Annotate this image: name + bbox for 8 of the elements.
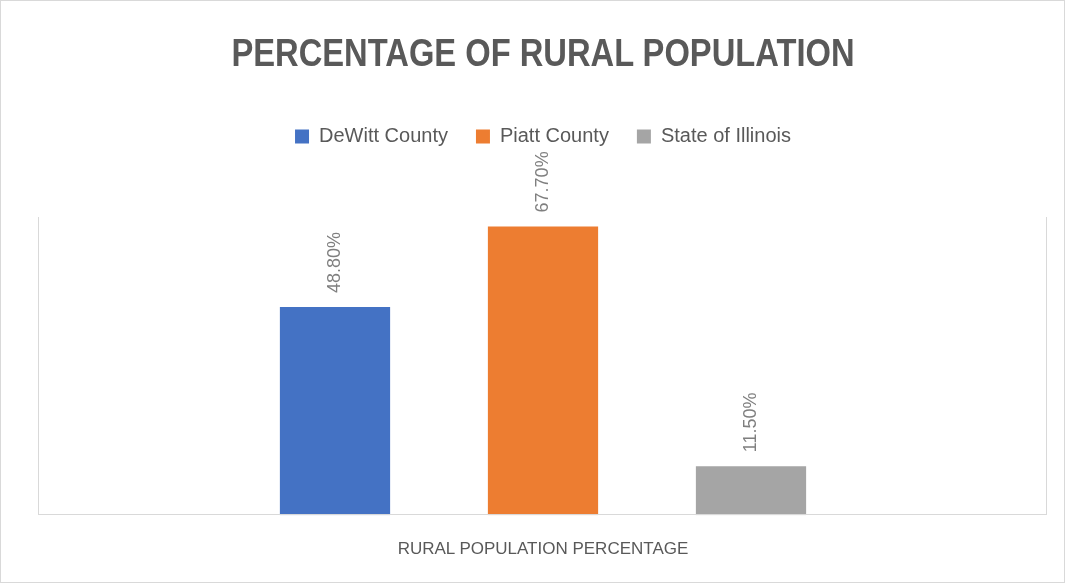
chart-title: PERCENTAGE OF RURAL POPULATION (231, 31, 855, 75)
legend-label: State of Illinois (660, 124, 791, 147)
x-axis-title: RURAL POPULATION PERCENTAGE (397, 539, 689, 559)
data-label: 48.80% (323, 231, 344, 294)
data-label: 67.70% (531, 151, 552, 213)
legend-label: Piatt County (499, 124, 609, 147)
data-label: 11.50% (739, 392, 760, 453)
legend-label: DeWitt County (319, 124, 448, 147)
